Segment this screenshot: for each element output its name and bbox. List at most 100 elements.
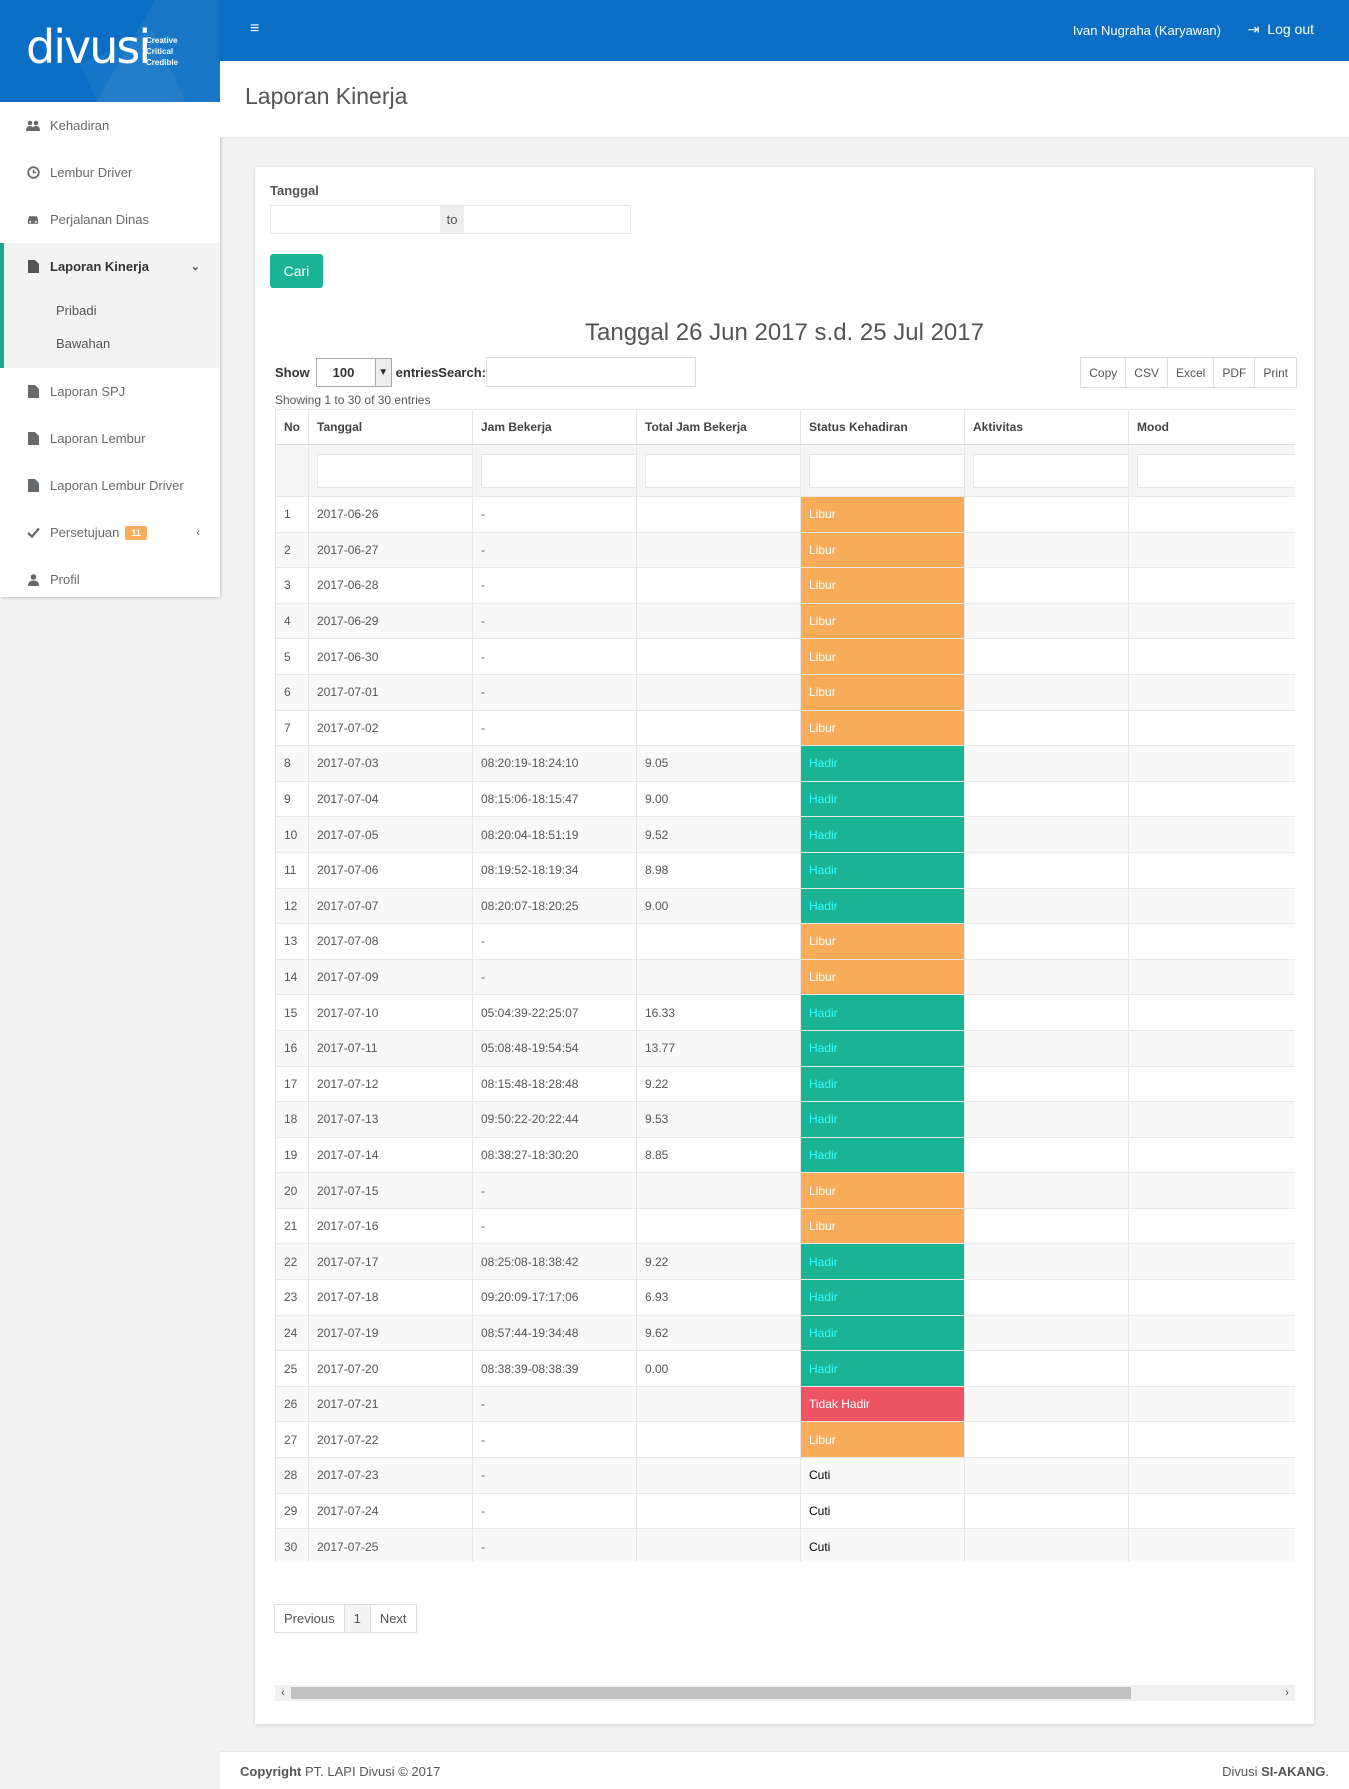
sidebar-item-profil[interactable]: Profil [0, 556, 220, 603]
cell-no: 9 [275, 780, 309, 818]
cell-aktivitas [964, 1385, 1129, 1423]
cell-total-jam: 9.53 [636, 1101, 801, 1138]
table-row: 7 2017-07-02- Libur [275, 709, 1295, 747]
cell-jam-bekerja: - [472, 602, 637, 640]
sidebar-subitem-bawahan[interactable]: Bawahan [56, 336, 111, 351]
cell-jam-bekerja: - [472, 1492, 637, 1530]
logout-button[interactable]: ⇥ Log out [1247, 21, 1314, 37]
sidebar-item-perjalanan-dinas[interactable]: Perjalanan Dinas [0, 196, 220, 243]
cell-aktivitas [964, 1457, 1129, 1494]
logo[interactable]: divusi Creative Critical Credible [0, 0, 220, 102]
cell-jam-bekerja: - [472, 638, 637, 675]
cell-jam-bekerja: - [472, 567, 637, 604]
cell-status: Libur [800, 958, 965, 996]
column-header-no[interactable]: No [275, 409, 309, 445]
table-row: 15 2017-07-10 05:04:39-22:25:07 16.33 Hadir [275, 994, 1295, 1031]
sidebar-item-laporan-lembur[interactable]: Laporan Lembur [0, 415, 220, 462]
table-row: 21 2017-07-16- Libur [275, 1207, 1295, 1245]
cell-total-jam: 9.62 [636, 1314, 801, 1352]
cell-aktivitas [964, 1065, 1129, 1103]
next-button[interactable]: Next [369, 1604, 417, 1633]
user-name: Ivan Nugraha (Karyawan) [1072, 23, 1221, 38]
notification-badge: 11 [125, 525, 147, 540]
cell-jam-bekerja: - [472, 531, 637, 569]
cell-total-jam: 13.77 [636, 1029, 801, 1067]
cell-aktivitas [964, 1243, 1129, 1281]
cell-aktivitas [964, 638, 1129, 675]
content-card: Tanggal to Cari Tanggal 26 Jun 2017 s.d.… [255, 167, 1314, 1724]
sidebar-item-persetujuan[interactable]: Persetujuan 11 ‹ [0, 509, 220, 556]
scroll-left-icon[interactable]: ‹ [281, 1687, 285, 1699]
cell-jam-bekerja: 08:20:19-18:24:10 [472, 745, 637, 782]
column-header-jam-bekerja[interactable]: Jam Bekerja [472, 409, 637, 445]
pdf-button[interactable]: PDF [1213, 357, 1256, 388]
sidebar-item-laporan-kinerja[interactable]: Laporan Kinerja ⌄ [0, 243, 220, 290]
sidebar-item-laporan-lembur-driver[interactable]: Laporan Lembur Driver [0, 462, 220, 509]
cell-tanggal: 2017-07-21 [308, 1385, 473, 1423]
cell-tanggal: 2017-07-18 [308, 1279, 473, 1316]
cell-status: Tidak Hadir [800, 1385, 965, 1423]
cell-mood [1128, 780, 1295, 818]
cell-mood [1128, 1029, 1295, 1067]
copy-button[interactable]: Copy [1080, 357, 1127, 388]
filter-input-tanggal[interactable] [317, 453, 487, 488]
cell-no: 5 [275, 638, 309, 675]
cell-status: Hadir [800, 816, 965, 853]
table-row: 11 2017-07-06 08:19:52-18:19:34 8.98 Hadir [275, 851, 1295, 889]
cell-status: Hadir [800, 1279, 965, 1316]
file-icon [26, 479, 40, 493]
date-start-input[interactable] [271, 206, 440, 233]
cell-jam-bekerja: - [472, 496, 637, 533]
filter-input-total-jam[interactable] [645, 453, 815, 488]
sidebar-item-lembur-driver[interactable]: Lembur Driver [0, 149, 220, 196]
column-header-status[interactable]: Status Kehadiran [800, 409, 965, 445]
page-header: Laporan Kinerja [220, 61, 1349, 138]
sidebar-item-kehadiran[interactable]: Kehadiran [0, 102, 220, 149]
column-header-mood[interactable]: Mood [1128, 409, 1295, 445]
brand-tagline: Creative Critical Credible [146, 36, 179, 67]
print-button[interactable]: Print [1254, 357, 1297, 388]
previous-button[interactable]: Previous [274, 1604, 345, 1633]
date-end-input[interactable] [464, 206, 630, 233]
cell-no: 13 [275, 923, 309, 960]
csv-button[interactable]: CSV [1125, 357, 1168, 388]
cell-no: 17 [275, 1065, 309, 1103]
entries-select[interactable]: 100 ▼ [315, 357, 392, 387]
column-header-aktivitas[interactable]: Aktivitas [964, 409, 1129, 445]
cell-tanggal: 2017-06-29 [308, 602, 473, 640]
cell-status: Cuti [800, 1528, 965, 1562]
cell-no: 20 [275, 1172, 309, 1209]
submenu-laporan-kinerja: Pribadi Bawahan [0, 290, 220, 368]
cell-aktivitas [964, 1172, 1129, 1209]
cell-tanggal: 2017-07-24 [308, 1492, 473, 1530]
menu-toggle-icon[interactable]: ≡ [250, 20, 260, 37]
cell-aktivitas [964, 887, 1129, 925]
cell-status: Libur [800, 531, 965, 569]
cell-total-jam [636, 1528, 801, 1562]
page-1-button[interactable]: 1 [343, 1604, 371, 1633]
date-range: to [270, 205, 631, 234]
sidebar-item-laporan-spj[interactable]: Laporan SPJ [0, 368, 220, 415]
cell-aktivitas [964, 923, 1129, 960]
cell-total-jam [636, 923, 801, 960]
column-header-tanggal[interactable]: Tanggal [308, 409, 473, 445]
scroll-right-icon[interactable]: › [1285, 1687, 1289, 1699]
excel-button[interactable]: Excel [1166, 357, 1215, 388]
cell-total-jam: 9.22 [636, 1243, 801, 1281]
cell-jam-bekerja: - [472, 1457, 637, 1494]
cell-mood [1128, 1385, 1295, 1423]
column-header-total-jam[interactable]: Total Jam Bekerja [636, 409, 801, 445]
cell-mood [1128, 1350, 1295, 1387]
cell-tanggal: 2017-07-02 [308, 709, 473, 747]
sidebar-subitem-pribadi[interactable]: Pribadi [56, 303, 97, 318]
filter-input-status[interactable] [809, 453, 979, 488]
table-search-input[interactable] [486, 357, 696, 387]
scrollbar-thumb[interactable] [291, 1687, 1131, 1699]
cell-aktivitas [964, 994, 1129, 1031]
table-row: 5 2017-06-30- Libur [275, 638, 1295, 675]
search-button[interactable]: Cari [270, 254, 323, 288]
horizontal-scrollbar[interactable]: ‹ › [275, 1685, 1295, 1701]
filter-input-jam-bekerja[interactable] [481, 453, 651, 488]
filter-input-mood[interactable] [1137, 453, 1295, 488]
filter-input-aktivitas[interactable] [973, 453, 1143, 488]
